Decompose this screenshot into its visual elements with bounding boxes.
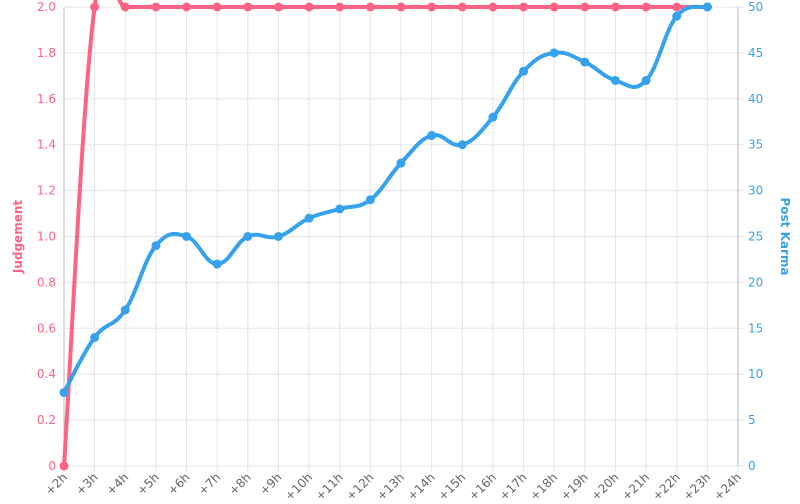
x-tick-label: +15h: [435, 470, 468, 500]
x-tick-label: +11h: [313, 470, 346, 500]
x-tick-label: +8h: [226, 470, 254, 498]
data-point: [549, 2, 559, 12]
y-tick-label: 1.4: [37, 138, 56, 152]
y2-tick-label: 25: [748, 230, 763, 244]
data-point: [304, 2, 314, 12]
x-tick-label: +23h: [680, 470, 713, 500]
y-tick-label: 1.6: [37, 92, 56, 106]
y-tick-label: 0.2: [37, 413, 56, 427]
x-tick-label: +5h: [134, 470, 162, 498]
data-point: [457, 140, 467, 150]
data-point: [273, 2, 283, 12]
x-tick-label: +12h: [343, 470, 376, 500]
data-point: [672, 2, 682, 12]
x-tick-label: +10h: [282, 470, 315, 500]
y-tick-label: 0.6: [37, 321, 56, 335]
y2-tick-label: 45: [748, 46, 763, 60]
data-point: [396, 158, 406, 168]
y2-tick-label: 20: [748, 275, 763, 289]
x-tick-label: +19h: [558, 470, 591, 500]
y2-axis-title: Post Karma: [778, 197, 792, 275]
x-tick-label: +3h: [73, 470, 101, 498]
y-tick-label: 0.8: [37, 275, 56, 289]
y2-tick-label: 5: [748, 413, 756, 427]
data-point: [641, 2, 651, 12]
y-tick-label: 0.4: [37, 367, 56, 381]
data-point: [427, 131, 437, 141]
data-point: [304, 213, 314, 223]
y2-tick-label: 0: [748, 459, 756, 473]
x-tick-label: +14h: [405, 470, 438, 500]
data-point: [151, 2, 161, 12]
data-point: [610, 2, 620, 12]
data-point: [335, 204, 345, 214]
data-point: [549, 48, 559, 58]
x-tick-label: +2h: [42, 470, 70, 498]
x-tick-label: +18h: [527, 470, 560, 500]
data-point: [243, 232, 253, 241]
data-point: [243, 2, 253, 12]
data-point: [59, 461, 69, 471]
x-tick-label: +7h: [196, 470, 224, 498]
data-point: [427, 2, 437, 12]
y2-tick-label: 35: [748, 138, 763, 152]
data-point: [120, 2, 130, 12]
data-point: [396, 2, 406, 12]
data-point: [365, 195, 375, 205]
data-point: [212, 259, 222, 269]
data-point: [90, 2, 100, 12]
data-point: [488, 2, 498, 12]
data-point: [702, 2, 712, 12]
data-point: [672, 11, 682, 21]
x-tick-label: +13h: [374, 470, 407, 500]
series-line: [62, 0, 708, 467]
y2-tick-label: 15: [748, 321, 763, 335]
x-tick-label: +4h: [104, 470, 132, 498]
y-tick-label: 1.0: [37, 230, 56, 244]
x-tick-label: +16h: [466, 470, 499, 500]
data-point: [457, 2, 467, 12]
x-tick-label: +24h: [711, 470, 744, 500]
data-point: [610, 75, 620, 85]
x-tick-label: +20h: [588, 470, 621, 500]
y-axis-title: Judgement: [11, 200, 25, 275]
y2-tick-label: 10: [748, 367, 763, 381]
y2-tick-label: 50: [748, 0, 763, 14]
data-point: [580, 57, 590, 67]
y-tick-label: 2.0: [37, 0, 56, 14]
x-tick-label: +17h: [496, 470, 529, 500]
data-point: [641, 75, 651, 85]
y-tick-label: 0: [48, 459, 56, 473]
y2-tick-label: 30: [748, 184, 763, 198]
series-line: [62, 4, 708, 394]
y2-tick-label: 40: [748, 92, 763, 106]
x-tick-label: +22h: [650, 470, 683, 500]
data-point: [365, 2, 375, 12]
data-point: [59, 388, 69, 398]
data-point: [182, 2, 192, 12]
data-point: [151, 241, 161, 251]
y-tick-label: 1.8: [37, 46, 56, 60]
data-point: [90, 332, 100, 342]
data-point: [580, 2, 590, 12]
x-tick-label: +21h: [619, 470, 652, 500]
data-point: [519, 2, 529, 12]
data-point: [488, 112, 498, 122]
data-point: [212, 2, 222, 12]
data-point: [519, 66, 529, 76]
data-point: [273, 232, 283, 241]
x-tick-label: +6h: [165, 470, 193, 498]
data-point: [120, 305, 130, 315]
x-tick-label: +9h: [257, 470, 285, 498]
data-point: [335, 2, 345, 12]
y-tick-label: 1.2: [37, 184, 56, 198]
data-point: [182, 232, 192, 241]
